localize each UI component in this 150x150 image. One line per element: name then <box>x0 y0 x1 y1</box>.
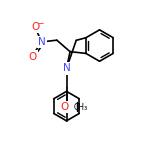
Text: O: O <box>32 22 40 32</box>
Text: −: − <box>37 19 43 28</box>
Text: O: O <box>29 52 37 62</box>
Text: O: O <box>60 102 69 112</box>
Text: CH₃: CH₃ <box>73 103 87 112</box>
Text: N: N <box>38 37 46 47</box>
Text: N: N <box>63 63 70 73</box>
